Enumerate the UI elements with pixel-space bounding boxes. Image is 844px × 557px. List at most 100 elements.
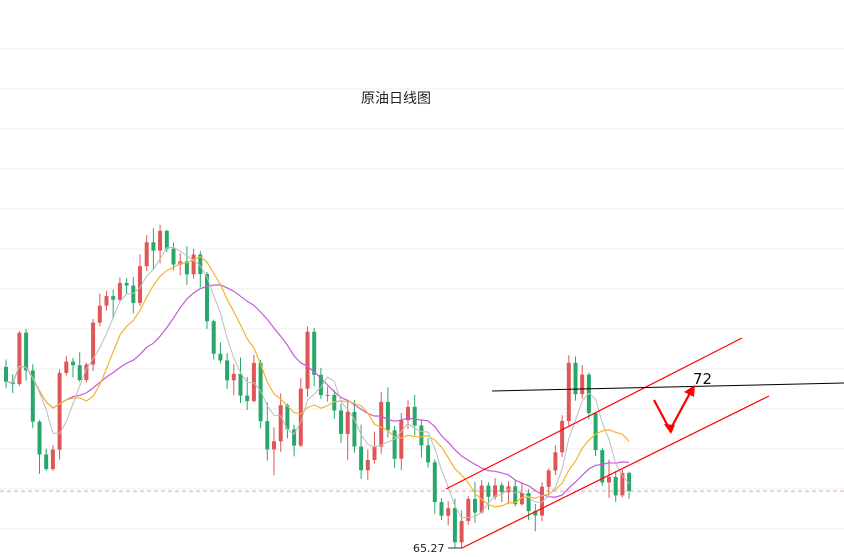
- candle-body: [412, 406, 417, 426]
- arrow-head: [684, 385, 695, 397]
- candle-body: [566, 362, 571, 421]
- candle-body: [526, 492, 531, 512]
- candle-body: [298, 388, 303, 446]
- candle-body: [546, 470, 551, 487]
- candle-body: [24, 332, 29, 371]
- candle-body: [238, 373, 243, 396]
- candle-body: [620, 472, 625, 496]
- candle-body: [30, 370, 35, 422]
- candle-body: [158, 230, 163, 251]
- candle-body: [272, 441, 276, 450]
- candle-body: [50, 449, 55, 470]
- candle-body: [359, 446, 364, 471]
- candle-body: [365, 459, 370, 471]
- candle-body: [211, 321, 216, 354]
- candle-body: [600, 450, 605, 483]
- candle-body: [245, 395, 250, 402]
- candle-body: [17, 332, 22, 385]
- candle-body: [151, 242, 156, 251]
- candle-body: [406, 406, 410, 421]
- candle-body: [4, 366, 8, 382]
- candle-body: [345, 411, 350, 434]
- ma-fast-line: [5, 246, 630, 519]
- candle-body: [593, 413, 598, 451]
- candle-body: [117, 282, 122, 300]
- candle-body: [164, 230, 169, 249]
- grid-lines: [0, 48, 844, 530]
- candle-body: [57, 372, 62, 450]
- candle-body: [372, 446, 377, 460]
- candle-body: [533, 511, 538, 516]
- candle-body: [473, 498, 477, 513]
- chart-title: 原油日线图: [361, 91, 431, 107]
- candle-body: [493, 485, 498, 497]
- candle-body: [111, 296, 116, 300]
- candle-body: [131, 285, 136, 304]
- candle-body: [466, 498, 471, 521]
- candle-body: [573, 362, 578, 395]
- candle-body: [613, 476, 618, 496]
- candle-body: [392, 430, 397, 459]
- candle-body: [91, 322, 96, 365]
- candle-body: [486, 485, 491, 497]
- candle-body: [540, 486, 544, 516]
- candle-body: [352, 411, 357, 447]
- candle-body: [419, 425, 424, 446]
- candle-body: [446, 508, 451, 516]
- candle-body: [452, 508, 457, 543]
- candle-body: [305, 331, 310, 389]
- candle-body: [124, 282, 129, 286]
- candle-body: [225, 360, 230, 381]
- candle-body: [251, 362, 256, 402]
- candle-body: [44, 454, 49, 470]
- target-label: 72: [693, 370, 712, 388]
- candle-body: [459, 520, 464, 543]
- candle-body: [138, 266, 142, 304]
- candle-body: [184, 261, 189, 275]
- channel-upper-line: [445, 337, 743, 490]
- candle-body: [332, 394, 337, 411]
- candle-body: [191, 254, 196, 275]
- ma-slow-line: [5, 284, 630, 498]
- candle-body: [198, 254, 203, 275]
- candle-body: [379, 401, 384, 447]
- candle-body: [399, 420, 404, 459]
- candle-body: [292, 429, 297, 446]
- candle-body: [278, 405, 283, 442]
- candle-body: [265, 421, 270, 450]
- candle-body: [77, 365, 82, 381]
- candle-body: [385, 401, 390, 431]
- projection-arrow: [653, 392, 691, 433]
- candle-body: [499, 485, 504, 493]
- candle-body: [71, 361, 75, 366]
- candle-body: [426, 445, 431, 463]
- candle-body: [312, 331, 317, 375]
- resistance-line: [491, 382, 844, 392]
- candle-body: [607, 476, 611, 483]
- candle-body: [339, 410, 343, 434]
- candle-body: [519, 492, 524, 505]
- candle-body: [144, 242, 149, 267]
- candle-body: [318, 374, 323, 396]
- channel-lower-line: [461, 395, 770, 549]
- candle-body: [205, 274, 209, 322]
- candle-body: [37, 421, 42, 455]
- candle-body: [513, 486, 518, 505]
- candle-body: [580, 374, 585, 395]
- candle-body: [285, 405, 290, 430]
- candle-body: [627, 472, 632, 492]
- candle-body: [218, 353, 223, 361]
- candle-body: [178, 261, 183, 265]
- arrow-head: [664, 424, 675, 434]
- candle-body: [432, 462, 437, 503]
- low-price-label: 65.27: [413, 542, 445, 555]
- candles-layer: [4, 224, 632, 548]
- ma-mid-line: [5, 256, 630, 508]
- candle-body: [231, 373, 236, 381]
- candle-body: [325, 394, 330, 396]
- candle-body: [97, 305, 102, 323]
- candle-body: [553, 452, 558, 471]
- candle-body: [560, 420, 565, 453]
- trend-annotations: [445, 337, 844, 549]
